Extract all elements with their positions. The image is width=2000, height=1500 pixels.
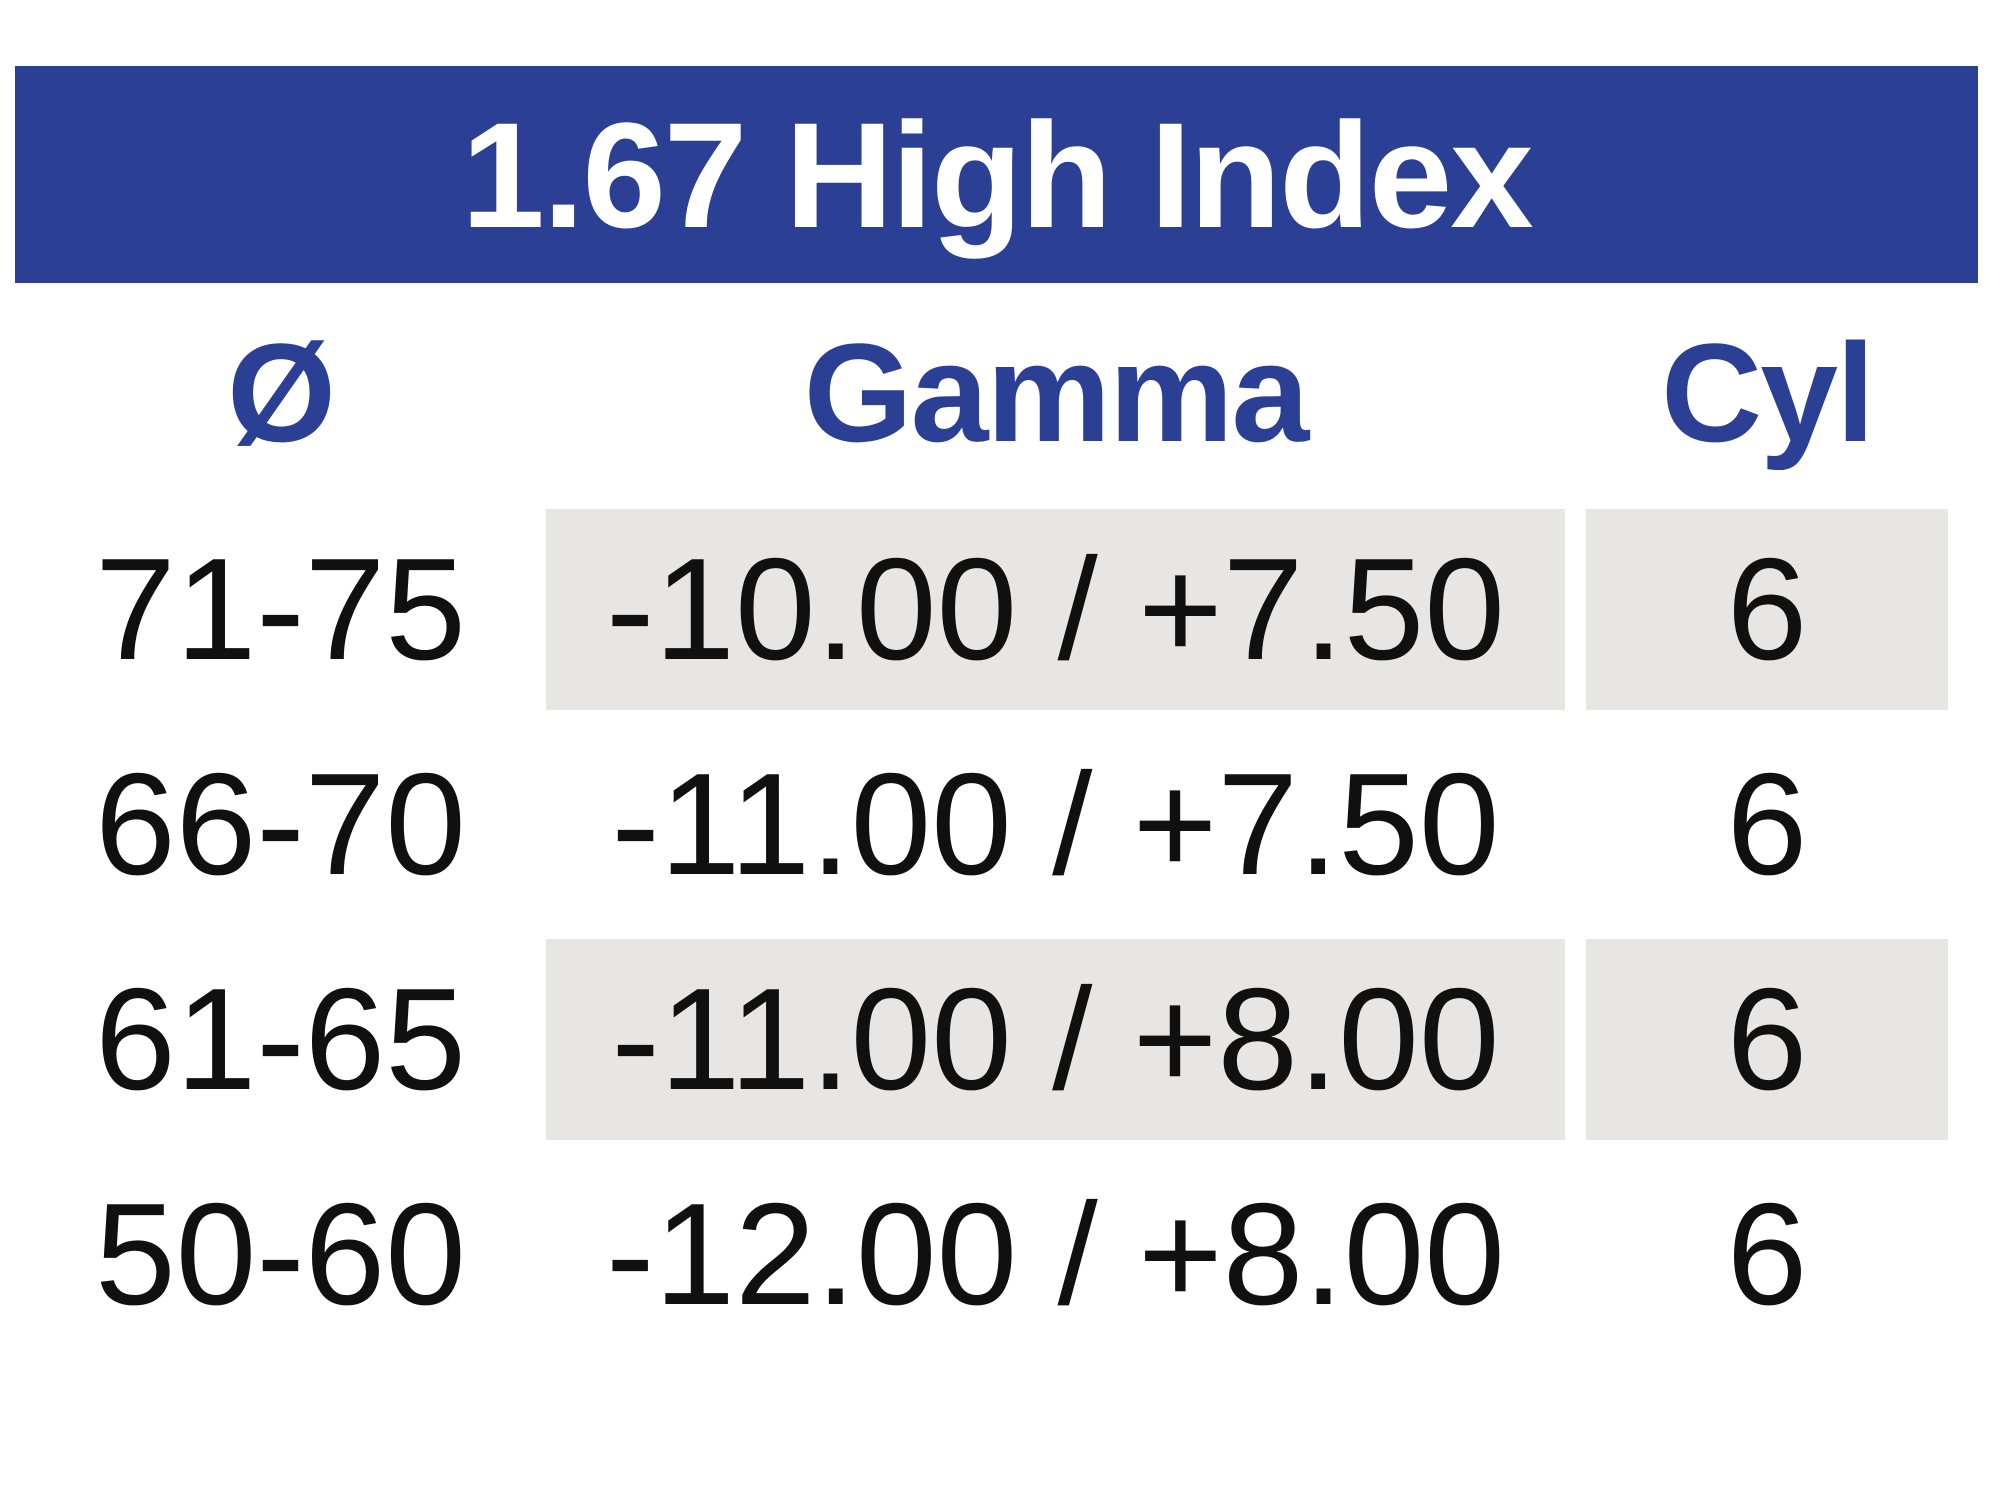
- cyl-cell: 6: [1726, 743, 1808, 905]
- cyl-cell: 6: [1586, 932, 1948, 1147]
- cyl-cell: 6: [1586, 502, 1948, 717]
- diameter-cell: 50-60: [95, 1173, 466, 1335]
- gamma-cell: -11.00 / +7.50: [611, 743, 1500, 905]
- gamma-cell: -12.00 / +8.00: [606, 1173, 1505, 1335]
- availability-table: Ø Gamma Cyl 71-75 -10.00 / +7.50 6 66-70…: [15, 283, 1948, 1362]
- gamma-cell: -10.00 / +7.50: [546, 502, 1565, 717]
- diameter-cell: 61-65: [95, 958, 466, 1120]
- diameter-cell: 71-75: [95, 528, 466, 690]
- title-bar: 1.67 High Index: [15, 66, 1978, 283]
- gamma-cell: -11.00 / +8.00: [546, 932, 1565, 1147]
- column-header-diameter: Ø: [15, 283, 546, 502]
- diameter-symbol: Ø: [227, 313, 336, 471]
- column-header-cyl: Cyl: [1661, 313, 1875, 471]
- cyl-cell: 6: [1726, 1173, 1808, 1335]
- diameter-cell: 66-70: [95, 743, 466, 905]
- column-header-gamma: Gamma: [803, 313, 1310, 471]
- page-title: 1.67 High Index: [461, 90, 1533, 259]
